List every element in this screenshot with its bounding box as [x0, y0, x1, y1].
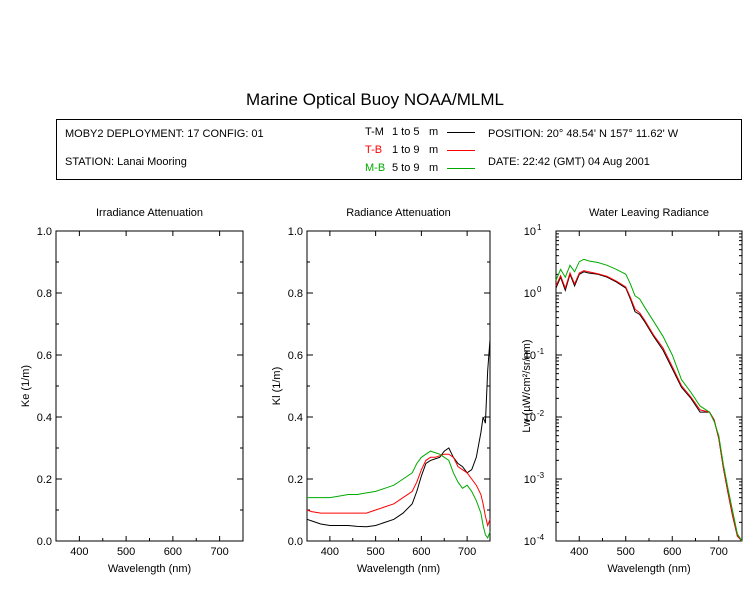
chart-title-0: Irradiance Attenuation — [96, 207, 203, 219]
y-tick-exp-2-5: -4 — [537, 533, 545, 542]
legend-name-2: M-B — [365, 162, 386, 174]
y-tick-label-2-3: 10 — [524, 412, 536, 424]
series-line-1-M-B — [307, 450, 491, 539]
y-tick-label-2-2: 10 — [524, 350, 536, 362]
chart-panel-0: Irradiance Attenuation 400 500 600 700 0.0 0.2… — [20, 207, 244, 575]
y-tick-label-1-2: 0.4 — [288, 412, 303, 424]
x-tick-label-0-3: 700 — [210, 546, 228, 558]
legend-name-1: T-B — [365, 144, 383, 156]
y-axis-label-1: Kl (1/m) — [271, 367, 283, 406]
legend-line-2 — [447, 168, 475, 169]
x-tick-label-0-1: 500 — [117, 546, 135, 558]
position-text: POSITION: 20° 48.54' N 157° 11.62' W — [488, 128, 679, 140]
chart-title-1: Radiance Attenuation — [346, 207, 451, 219]
legend-unit-0: m — [429, 126, 439, 138]
legend-range-1: 1 to 9 — [392, 144, 420, 156]
y-tick-label-1-3: 0.6 — [288, 350, 303, 362]
legend-line-0 — [447, 132, 475, 133]
x-tick-label-2-0: 400 — [570, 546, 588, 558]
y-tick-label-0-2: 0.4 — [37, 412, 52, 424]
date-text: DATE: 22:42 (GMT) 04 Aug 2001 — [488, 156, 650, 168]
y-tick-label-2-0: 10 — [524, 226, 536, 238]
y-tick-exp-2-2: -1 — [537, 347, 545, 356]
legend-name-0: T-M — [365, 126, 384, 138]
plot-frame-0 — [55, 230, 244, 542]
y-tick-label-1-4: 0.8 — [288, 288, 303, 300]
y-tick-label-2-1: 10 — [524, 288, 536, 300]
x-tick-label-1-0: 400 — [321, 546, 339, 558]
y-tick-label-1-0: 0.0 — [288, 536, 303, 548]
y-tick-label-2-5: 10 — [524, 536, 536, 548]
x-tick-label-1-2: 600 — [412, 546, 430, 558]
x-tick-label-2-1: 500 — [617, 546, 635, 558]
y-tick-label-0-5: 1.0 — [37, 226, 52, 238]
x-tick-label-1-3: 700 — [458, 546, 476, 558]
legend-range-0: 1 to 5 — [392, 126, 420, 138]
y-axis-label-0: Ke (1/m) — [20, 365, 32, 407]
y-tick-exp-2-3: -2 — [537, 409, 545, 418]
plot-frame-1 — [306, 230, 491, 542]
series-line-2-M-B — [555, 258, 743, 542]
legend-unit-1: m — [429, 144, 439, 156]
chart-title-2: Water Leaving Radiance — [589, 207, 709, 219]
y-tick-exp-2-1: 0 — [537, 285, 542, 294]
y-tick-exp-2-0: 1 — [537, 223, 542, 232]
x-tick-label-0-0: 400 — [70, 546, 88, 558]
chart-panel-1: Radiance Attenuation 400 500 600 700 0.0 0.2 0.… — [271, 207, 491, 575]
y-tick-label-1-5: 1.0 — [288, 226, 303, 238]
series-line-2-T-M — [555, 271, 743, 542]
series-line-2-T-B — [555, 270, 743, 542]
x-axis-label-1: Wavelength (nm) — [357, 563, 440, 575]
plot-frame-2 — [555, 230, 743, 542]
y-tick-label-0-3: 0.6 — [37, 350, 52, 362]
legend-unit-2: m — [429, 162, 439, 174]
y-tick-label-0-1: 0.2 — [37, 474, 52, 486]
x-axis-label-0: Wavelength (nm) — [108, 563, 191, 575]
info-box: MOBY2 DEPLOYMENT: 17 CONFIG: 01 STATION:… — [56, 119, 742, 180]
x-axis-label-2: Wavelength (nm) — [607, 563, 690, 575]
y-tick-label-0-4: 0.8 — [37, 288, 52, 300]
y-tick-exp-2-4: -3 — [537, 471, 545, 480]
legend-line-1 — [447, 150, 475, 151]
chart-main-title: Marine Optical Buoy NOAA/MLML — [246, 90, 504, 109]
station-text: STATION: Lanai Mooring — [65, 156, 187, 168]
legend-range-2: 5 to 9 — [392, 162, 420, 174]
series-line-1-T-B — [306, 453, 491, 528]
x-tick-label-2-3: 700 — [710, 546, 728, 558]
y-tick-label-1-1: 0.2 — [288, 474, 303, 486]
series-line-1-T-M — [306, 339, 491, 528]
x-tick-label-2-2: 600 — [663, 546, 681, 558]
x-tick-label-1-1: 500 — [366, 546, 384, 558]
y-tick-label-2-4: 10 — [524, 474, 536, 486]
x-tick-label-0-2: 600 — [164, 546, 182, 558]
y-axis-label-2: Lw (µW/cm²/sr/nm) — [521, 339, 533, 432]
y-tick-label-0-0: 0.0 — [37, 536, 52, 548]
deployment-text: MOBY2 DEPLOYMENT: 17 CONFIG: 01 — [65, 128, 264, 140]
